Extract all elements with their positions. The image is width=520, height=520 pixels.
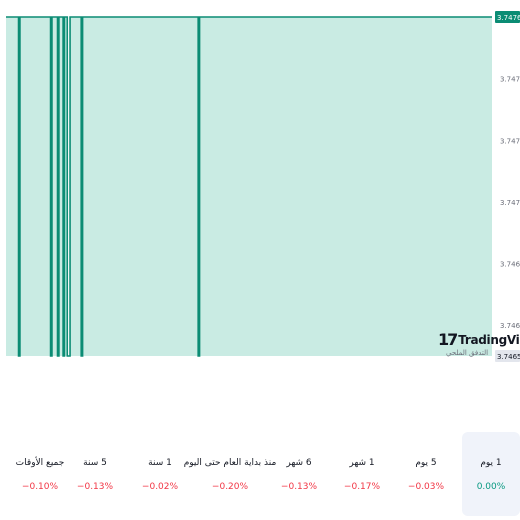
performance-periods: 1 يوم 0.00% 5 يوم −0.03% 1 شهر −0.17% 6 شهر −0.…: [0, 428, 520, 520]
last-price-label: 3.747600: [497, 14, 520, 22]
period-change: −0.20%: [211, 482, 249, 492]
period-change: −0.13%: [76, 482, 114, 492]
watermark-subtitle: التدفق الملحي: [446, 349, 489, 357]
last-price-badge: [495, 11, 520, 23]
period-label: 1 يوم: [480, 458, 502, 468]
period-change: −0.03%: [407, 482, 445, 492]
y-tick-label: 3.747200: [500, 137, 520, 145]
period-card[interactable]: 5 سنة −0.13%: [66, 432, 124, 516]
period-card[interactable]: 1 سنة −0.02%: [131, 432, 189, 516]
period-change: 0.00%: [476, 482, 506, 492]
period-label: جميع الأوقات: [15, 458, 65, 468]
period-card[interactable]: 6 شهر −0.13%: [270, 432, 328, 516]
price-line: [6, 16, 492, 357]
period-change: −0.13%: [280, 482, 318, 492]
period-change: −0.02%: [141, 482, 179, 492]
y-tick-label: 3.747000: [500, 199, 520, 207]
low-price-badge: [495, 350, 520, 362]
chart-svg[interactable]: 3.746600 3.746800 3.747000 3.747200 3.747400…: [0, 0, 520, 372]
price-chart[interactable]: 3.746600 3.746800 3.747000 3.747200 3.747400…: [0, 0, 520, 372]
period-change: −0.17%: [343, 482, 381, 492]
y-tick-label: 3.747400: [500, 76, 520, 84]
period-change: −0.10%: [21, 482, 59, 492]
y-tick-label: 3.746600: [500, 322, 520, 330]
period-label: منذ بداية العام حتى اليوم: [183, 458, 277, 468]
y-tick-label: 3.746800: [500, 261, 520, 269]
tradingview-watermark: 17 TradingView: [438, 330, 520, 349]
period-card[interactable]: 1 شهر −0.17%: [333, 432, 391, 516]
tradingview-logo-icon: 17: [438, 330, 458, 349]
tradingview-name: TradingView: [458, 332, 520, 347]
period-label: 6 شهر: [286, 458, 312, 468]
period-card[interactable]: 5 يوم −0.03%: [397, 432, 455, 516]
period-card[interactable]: منذ بداية العام حتى اليوم −0.20%: [184, 432, 277, 516]
low-price-label: 3.746500: [497, 353, 520, 361]
period-label: 5 يوم: [415, 458, 437, 468]
period-card[interactable]: 1 يوم 0.00%: [462, 432, 520, 516]
area-fill: [6, 17, 492, 356]
period-label: 5 سنة: [83, 458, 107, 468]
period-card[interactable]: جميع الأوقات −0.10%: [11, 432, 69, 516]
period-label: 1 شهر: [349, 458, 375, 468]
period-label: 1 سنة: [148, 458, 172, 468]
